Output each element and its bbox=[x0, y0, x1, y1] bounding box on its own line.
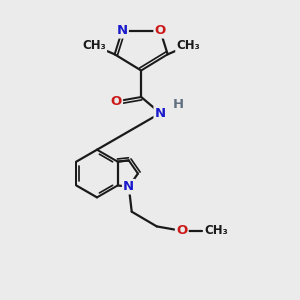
Text: O: O bbox=[110, 95, 122, 108]
Text: N: N bbox=[155, 107, 166, 120]
Text: CH₃: CH₃ bbox=[176, 39, 200, 52]
Text: H: H bbox=[172, 98, 184, 111]
Text: O: O bbox=[155, 24, 166, 37]
Text: CH₃: CH₃ bbox=[82, 39, 106, 52]
Text: N: N bbox=[123, 180, 134, 193]
Text: CH₃: CH₃ bbox=[205, 224, 229, 237]
Text: O: O bbox=[176, 224, 188, 237]
Text: N: N bbox=[116, 24, 128, 37]
